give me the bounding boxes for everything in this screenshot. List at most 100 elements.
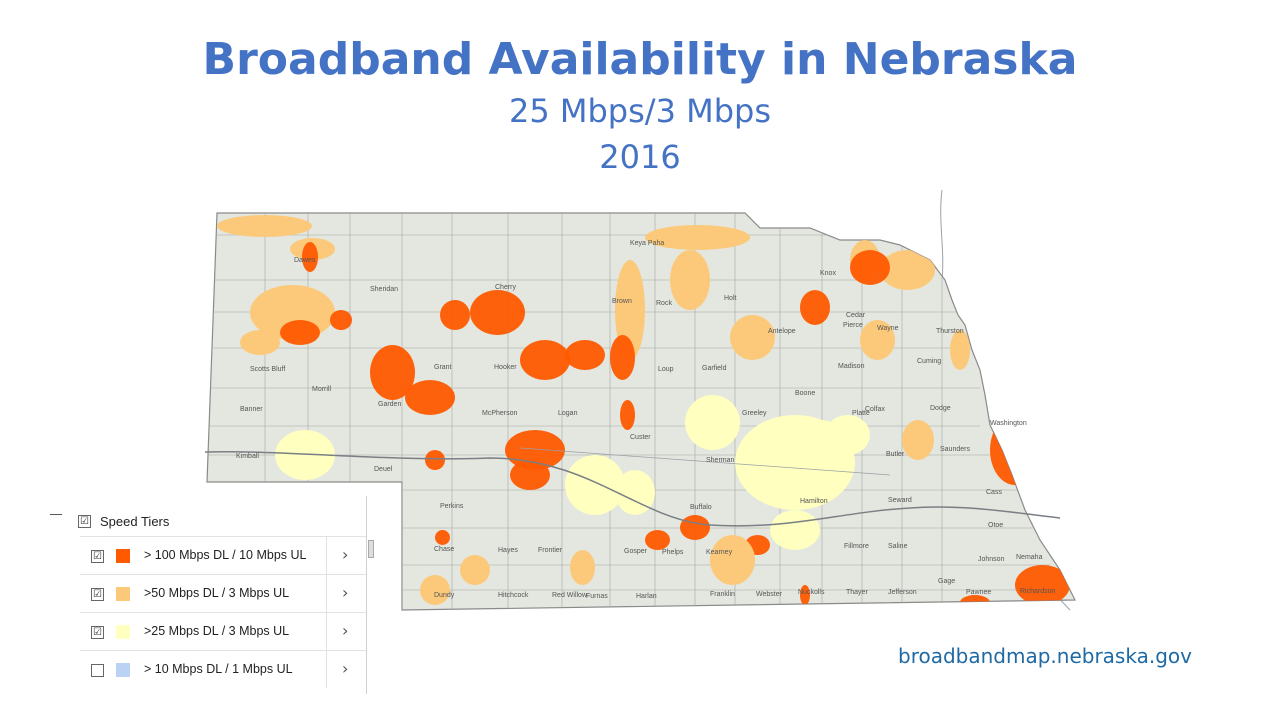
legend-scrollbar[interactable] [368,540,374,558]
coverage-area [302,242,318,272]
coverage-area [800,290,830,325]
collapse-icon[interactable] [50,514,62,515]
swatch-25mbps [116,625,130,639]
county-label: Hitchcock [498,592,529,599]
coverage-area [240,330,280,355]
county-label: Brown [612,298,632,305]
checkbox-10mbps[interactable] [91,664,104,677]
county-label: Knox [820,270,836,277]
county-label: McPherson [482,410,518,417]
source-url[interactable]: broadbandmap.nebraska.gov [898,644,1192,668]
checkbox-100mbps[interactable]: ☑ [91,550,104,563]
county-label: Rock [656,300,672,307]
county-label: Otoe [988,522,1004,529]
county-label: Loup [658,366,674,373]
county-label: Butler [886,451,905,458]
coverage-layer [217,215,1070,615]
county-label: Sherman [706,457,735,464]
map-title: Broadband Availability in Nebraska [202,34,1078,85]
chevron-right-icon[interactable]: › [342,583,349,602]
coverage-area [630,610,650,615]
label-25mbps: >25 Mbps DL / 3 Mbps UL [144,624,290,638]
coverage-area [685,395,740,450]
coverage-area [460,555,490,585]
county-label: Cuming [917,358,942,365]
county-label: Sheridan [370,286,399,293]
county-label: Saline [888,543,908,550]
county-label: Nuckolls [798,589,825,596]
county-label: Saunders [940,446,970,453]
chevron-right-icon[interactable]: › [342,545,349,564]
coverage-area [435,530,450,545]
county-label: Washington [990,420,1027,427]
legend-title: Speed Tiers [100,514,170,529]
legend-row-50mbps[interactable]: ☑ >50 Mbps DL / 3 Mbps UL › [80,574,366,612]
county-label: Cass [986,489,1002,496]
nebraska-broadband-map[interactable] [190,190,1100,640]
county-label: Johnson [978,556,1005,563]
coverage-area [670,250,710,310]
county-label: Hamilton [800,498,828,505]
coverage-area [645,530,670,550]
speed-tiers-checkbox[interactable]: ☑ [78,515,91,528]
county-label: Harlan [636,593,657,600]
swatch-100mbps [116,549,130,563]
coverage-area [1015,565,1070,605]
coverage-area [620,400,635,430]
coverage-area [470,290,525,335]
county-label: Holt [724,295,737,302]
coverage-area [800,585,810,605]
county-label: Platte [852,410,870,417]
county-label: Dundy [434,592,455,599]
coverage-area [730,315,775,360]
coverage-area [570,550,595,585]
legend-row-100mbps[interactable]: ☑ > 100 Mbps DL / 10 Mbps UL › [80,536,366,574]
county-label: Cedar [846,312,866,319]
coverage-area [950,330,970,370]
county-label: Logan [558,410,578,417]
legend-header[interactable]: ☑ Speed Tiers [30,502,366,530]
county-label: Thayer [846,589,868,596]
county-label: Kimball [236,453,259,460]
label-100mbps: > 100 Mbps DL / 10 Mbps UL [144,548,307,562]
county-label: Webster [756,591,782,598]
county-label: Deuel [374,466,393,473]
county-label: Cherry [495,284,517,291]
county-label: Gage [938,578,956,585]
county-label: Perkins [440,503,464,510]
county-label: Buffalo [690,504,712,511]
coverage-area [370,345,415,400]
coverage-area [710,535,755,585]
coverage-area [520,340,570,380]
coverage-area [330,310,352,330]
county-label: Fillmore [844,543,869,550]
county-label: Custer [630,434,651,441]
legend-row-25mbps[interactable]: ☑ >25 Mbps DL / 3 Mbps UL › [80,612,366,650]
county-label: Gosper [624,548,647,555]
county-label: Madison [838,363,865,370]
coverage-area [565,340,605,370]
swatch-50mbps [116,587,130,601]
checkbox-25mbps[interactable]: ☑ [91,626,104,639]
coverage-area [825,415,870,455]
coverage-area [425,450,445,470]
legend-row-10mbps[interactable]: > 10 Mbps DL / 1 Mbps UL › [80,650,366,688]
checkbox-50mbps[interactable]: ☑ [91,588,104,601]
county-label: Hooker [494,364,517,371]
county-label: Thurston [936,328,964,335]
county-label: Banner [240,406,263,413]
coverage-area [615,470,655,515]
county-label: Dodge [930,405,951,412]
county-label: Franklin [710,591,735,598]
swatch-10mbps [116,663,130,677]
county-label: Chase [434,546,455,553]
label-50mbps: >50 Mbps DL / 3 Mbps UL [144,586,290,600]
chevron-right-icon[interactable]: › [342,621,349,640]
coverage-area [217,215,312,237]
coverage-area [850,250,890,285]
chevron-right-icon[interactable]: › [342,659,349,678]
coverage-area [405,380,455,415]
coverage-area [510,460,550,490]
coverage-area [880,250,935,290]
speed-tiers-legend: ☑ Speed Tiers ☑ > 100 Mbps DL / 10 Mbps … [30,496,367,694]
